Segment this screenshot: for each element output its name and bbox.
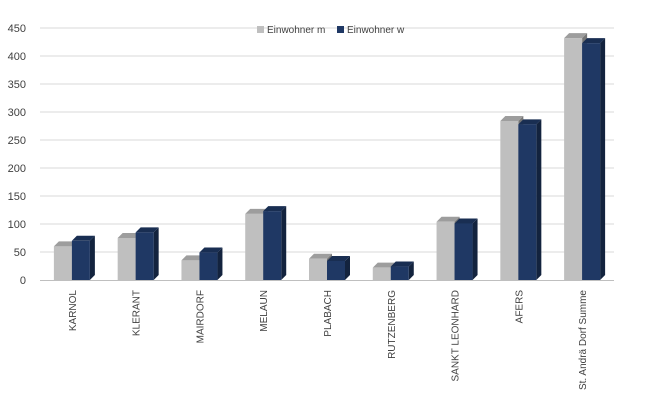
bar-front-einwohner-w-rutzenberg (390, 266, 409, 280)
bar-einwohner-w-st-andra-dorf-summe (582, 38, 606, 281)
y-tick-label-0: 0 (20, 275, 26, 287)
y-tick-label-50: 50 (14, 247, 26, 259)
bar-top-einwohner-w-rutzenberg (390, 261, 414, 267)
bar-top-einwohner-m-rutzenberg (372, 262, 396, 268)
bar-einwohner-w-karnol (71, 235, 95, 280)
bar-front-einwohner-w-afers (518, 124, 537, 280)
bar-side-einwohner-w-rutzenberg (408, 261, 414, 280)
bar-einwohner-w-klerant (135, 227, 159, 280)
bar-top-einwohner-m-karnol (53, 241, 77, 247)
bar-top-einwohner-m-mairdorf (181, 255, 205, 261)
bar-einwohner-w-afers (518, 119, 542, 280)
legend-label-einwohner-m: Einwohner m (267, 25, 325, 36)
x-tick-label-st-andra-dorf-summe: St. Andrä Dorf Summe (578, 290, 589, 390)
bars (53, 33, 606, 281)
x-tick-label-rutzenberg: RUTZENBERG (387, 290, 398, 359)
bar-front-einwohner-m-mairdorf (181, 260, 200, 280)
bar-top-einwohner-w-klerant (135, 227, 159, 233)
bar-top-einwohner-w-plabach (327, 255, 350, 261)
bar-side-einwohner-w-melaun (281, 206, 287, 280)
bar-einwohner-w-rutzenberg (390, 261, 414, 280)
x-tick-label-mairdorf: MAIRDORF (195, 290, 206, 343)
legend-swatch-einwohner-m (257, 26, 264, 33)
bar-front-einwohner-w-mairdorf (199, 252, 218, 280)
bar-top-einwohner-m-plabach (309, 253, 332, 259)
bar-einwohner-w-plabach (327, 255, 350, 280)
y-tick-label-450: 450 (8, 23, 26, 35)
y-tick-label-100: 100 (8, 219, 26, 231)
bar-front-einwohner-m-karnol (53, 246, 72, 280)
bar-side-einwohner-w-st-andra-dorf-summe (600, 38, 606, 281)
y-tick-label-350: 350 (8, 79, 26, 91)
bar-front-einwohner-m-st-andra-dorf-summe (564, 38, 583, 280)
legend-swatch-einwohner-w (337, 26, 344, 33)
bar-top-einwohner-w-afers (518, 119, 542, 125)
y-tick-label-200: 200 (8, 163, 26, 175)
bar-front-einwohner-m-plabach (309, 258, 327, 280)
bar-top-einwohner-m-st-andra-dorf-summe (564, 33, 588, 39)
bar-side-einwohner-w-afers (536, 119, 542, 280)
bar-top-einwohner-w-karnol (71, 235, 95, 241)
bar-front-einwohner-w-klerant (135, 232, 154, 280)
bar-front-einwohner-w-sankt-leonhard (454, 223, 473, 280)
bar-top-einwohner-m-melaun (245, 208, 269, 214)
bar-top-einwohner-m-sankt-leonhard (436, 216, 460, 222)
bar-top-einwohner-w-melaun (263, 206, 287, 212)
y-axis-tick-labels: 0 50 100 150 200 250 300 350 400 450 (8, 23, 26, 287)
bar-front-einwohner-w-plabach (327, 260, 345, 280)
gridlines (40, 27, 614, 253)
bar-side-einwohner-w-klerant (153, 227, 159, 280)
bar-top-einwohner-w-st-andra-dorf-summe (582, 38, 606, 44)
bar-front-einwohner-m-klerant (117, 238, 136, 280)
x-tick-label-klerant: KLERANT (132, 290, 143, 336)
x-tick-label-karnol: KARNOL (68, 290, 79, 332)
legend: Einwohner m Einwohner w (257, 25, 405, 36)
bar-side-einwohner-w-karnol (89, 235, 95, 280)
x-tick-label-plabach: PLABACH (323, 290, 334, 337)
bar-top-einwohner-m-afers (500, 115, 524, 121)
y-tick-label-300: 300 (8, 107, 26, 119)
bar-front-einwohner-w-st-andra-dorf-summe (582, 43, 601, 281)
x-tick-label-afers: AFERS (514, 290, 525, 324)
bar-front-einwohner-m-sankt-leonhard (436, 221, 455, 280)
bar-front-einwohner-m-rutzenberg (372, 267, 391, 280)
y-tick-label-150: 150 (8, 191, 26, 203)
bar-einwohner-w-mairdorf (199, 247, 223, 280)
x-tick-label-melaun: MELAUN (259, 290, 270, 332)
legend-label-einwohner-w: Einwohner w (347, 25, 405, 36)
bar-top-einwohner-m-klerant (117, 233, 141, 238)
x-axis-tick-labels: KARNOL KLERANT MAIRDORF MELAUN PLABACH RUTZEN… (68, 290, 589, 390)
y-tick-label-250: 250 (8, 135, 26, 147)
x-tick-label-sankt-leonhard: SANKT LEONHARD (451, 290, 462, 382)
bar-front-einwohner-w-karnol (71, 240, 90, 280)
bar-side-einwohner-w-plabach (345, 255, 350, 280)
bar-front-einwohner-m-afers (500, 120, 519, 281)
bar-front-einwohner-w-melaun (263, 211, 282, 280)
y-tick-label-400: 400 (8, 51, 26, 63)
bar-einwohner-w-melaun (263, 206, 287, 280)
bar-side-einwohner-w-mairdorf (217, 247, 223, 280)
bar-side-einwohner-w-sankt-leonhard (472, 218, 478, 280)
bar-top-einwohner-w-mairdorf (199, 247, 223, 253)
bar-top-einwohner-w-sankt-leonhard (454, 218, 478, 224)
bar-front-einwohner-m-melaun (245, 213, 264, 280)
bar-einwohner-w-sankt-leonhard (454, 218, 478, 280)
